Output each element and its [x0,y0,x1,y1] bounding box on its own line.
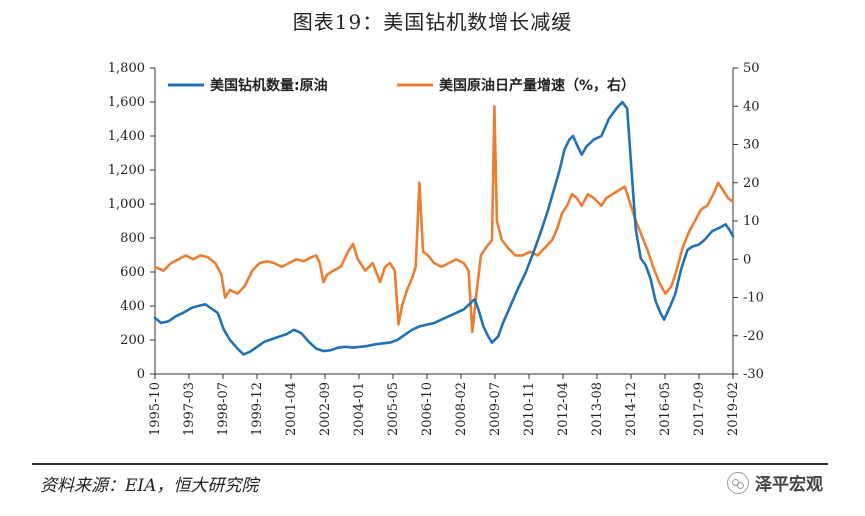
legend-label: 美国原油日产量增速（%，右） [439,77,635,94]
y-left-tick-label: 1,800 [108,61,145,76]
x-tick-label: 2017-09 [692,382,707,436]
x-tick-label: 2019-02 [726,382,741,436]
x-tick-label: 2002-09 [318,382,333,436]
x-tick-label: 1997-03 [182,382,197,436]
legend-label: 美国钻机数量:原油 [210,77,328,94]
chart-axes: 02004006008001,0001,2001,4001,6001,800-3… [108,61,764,436]
x-tick-label: 2016-05 [658,382,673,436]
y-left-tick-label: 600 [120,265,145,280]
y-left-tick-label: 1,400 [108,129,145,144]
y-left-tick-label: 0 [137,367,145,382]
series-line-rig-count [153,100,735,356]
x-tick-label: 1998-07 [216,382,231,436]
y-left-tick-label: 200 [120,333,145,348]
y-right-tick-label: 50 [743,61,760,76]
brand-text: 泽平宏观 [755,475,823,495]
chart-legend: 美国钻机数量:原油 美国原油日产量增速（%，右） [168,77,635,94]
x-tick-label: 2005-05 [386,382,401,436]
source-note: 资料来源：EIA，恒大研究院 [40,476,259,496]
y-right-tick-label: -30 [743,367,764,382]
x-tick-label: 2008-02 [454,382,469,436]
y-right-tick-label: 30 [743,138,760,153]
legend-item-rig-count: 美国钻机数量:原油 [168,77,328,94]
series-line-oil-output-growth [153,105,735,334]
y-left-tick-label: 400 [120,299,145,314]
y-left-tick-label: 1,600 [108,95,145,110]
y-right-tick-label: 0 [743,252,751,267]
x-tick-label: 1995-10 [148,382,163,436]
x-tick-label: 1999-12 [250,382,265,436]
footer-divider [32,463,828,465]
y-right-tick-label: 40 [743,99,760,114]
x-tick-label: 2006-10 [420,382,435,436]
x-tick-label: 2010-11 [522,382,537,436]
chart-title: 图表19：美国钻机数增长减缓 [292,10,573,34]
x-tick-label: 2009-07 [488,382,503,436]
x-tick-label: 2014-12 [624,382,639,436]
y-right-tick-label: -10 [743,291,764,306]
x-tick-label: 2001-04 [284,382,299,436]
y-left-tick-label: 1,200 [108,163,145,178]
x-tick-label: 2004-01 [352,382,367,436]
y-right-tick-label: 20 [743,176,760,191]
wechat-icon [727,471,749,494]
y-left-tick-label: 1,000 [108,197,145,212]
y-right-tick-label: -20 [743,329,764,344]
y-right-tick-label: 10 [743,214,760,229]
chart-series-layer [153,100,735,356]
x-tick-label: 2013-08 [590,382,605,436]
x-tick-label: 2012-04 [556,382,571,436]
legend-item-oil-output-growth: 美国原油日产量增速（%，右） [397,77,635,94]
y-left-tick-label: 800 [120,231,145,246]
brand-badge: 泽平宏观 [727,470,823,495]
